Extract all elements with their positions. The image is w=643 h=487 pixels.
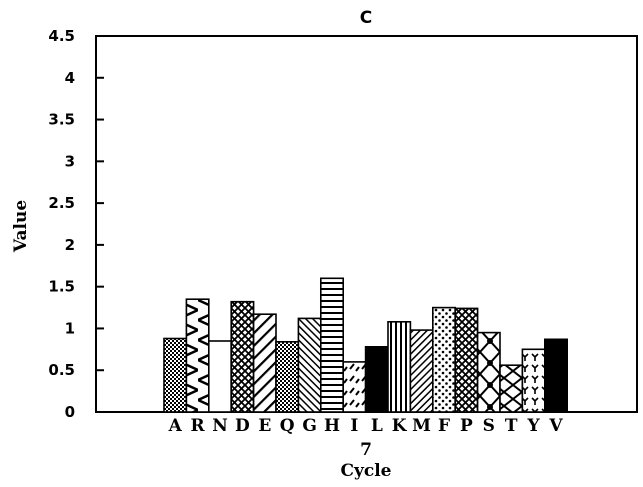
bar-n <box>208 340 233 413</box>
category-label-e: E <box>258 416 271 436</box>
bar-k <box>387 320 412 413</box>
category-label-d: D <box>235 416 250 436</box>
y-tick-label: 4.5 <box>48 27 75 45</box>
category-label-n: N <box>212 416 228 436</box>
category-label-k: K <box>392 416 408 436</box>
bar-p <box>454 307 479 413</box>
y-tick-label: 0 <box>65 403 75 421</box>
category-label-r: R <box>191 416 206 436</box>
x-group-label: 7 <box>360 440 372 460</box>
y-tick-label: 1 <box>65 319 75 337</box>
category-label-s: S <box>483 416 495 436</box>
bar-s <box>476 331 501 413</box>
bar-f <box>431 306 456 413</box>
category-label-t: T <box>505 416 518 436</box>
category-label-v: V <box>548 416 563 436</box>
bar-d <box>230 300 255 413</box>
y-tick-label: 3 <box>65 152 75 170</box>
y-axis-label: Value <box>11 200 31 253</box>
y-tick-label: 2.5 <box>48 194 75 212</box>
bar-h <box>319 277 344 413</box>
bar-i <box>342 361 367 413</box>
bars-group <box>163 277 568 413</box>
category-label-q: Q <box>280 416 295 436</box>
category-label-a: A <box>168 416 183 436</box>
category-label-i: I <box>350 416 358 436</box>
y-tick-label: 3.5 <box>48 111 75 129</box>
bar-e <box>252 313 277 413</box>
x-axis-label: Cycle <box>340 461 391 481</box>
bar-v <box>543 338 568 413</box>
y-tick-label: 4 <box>65 69 75 87</box>
category-label-g: G <box>302 416 317 436</box>
bar-r <box>185 298 210 413</box>
y-tick-label: 1.5 <box>48 278 75 296</box>
chart-title: C <box>360 8 372 28</box>
category-label-m: M <box>412 416 431 436</box>
y-tick-label: 0.5 <box>48 361 75 379</box>
bar-a <box>163 337 188 413</box>
category-label-f: F <box>438 416 450 436</box>
bar-y <box>521 348 546 413</box>
bar-m <box>409 329 434 413</box>
bar-q <box>275 340 300 413</box>
bar-g <box>297 317 322 413</box>
y-axis-ticks: 0 0.5 1 1.5 2 2.5 3 3.5 4 4.5 <box>48 27 104 421</box>
y-tick-label: 2 <box>65 236 75 254</box>
bar-t <box>499 364 524 413</box>
bar-l <box>364 345 389 413</box>
category-label-y: Y <box>527 416 541 436</box>
category-label-l: L <box>371 416 383 436</box>
category-label-h: H <box>324 416 340 436</box>
category-label-p: P <box>460 416 473 436</box>
